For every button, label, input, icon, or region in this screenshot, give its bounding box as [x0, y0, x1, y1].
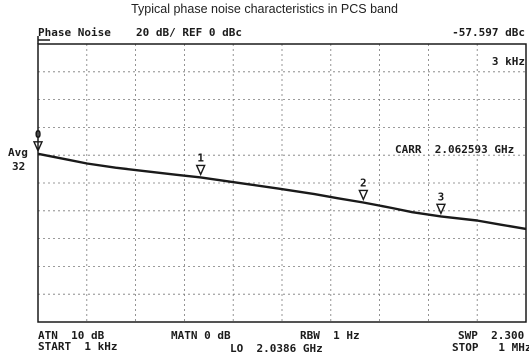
marker-0: 0 [32, 128, 44, 153]
marker-3: 3 [435, 190, 447, 216]
avg-count: 32 [12, 160, 26, 173]
mode-label: Phase Noise [38, 26, 111, 39]
marker-triangle [195, 164, 206, 177]
marker-2: 2 [358, 176, 369, 202]
rbw-readout: RBW 1 Hz [300, 329, 360, 342]
marker-triangle [435, 203, 447, 216]
plot-frame [37, 43, 527, 323]
marker-1: 1 [195, 151, 206, 177]
marker-label: 0 [35, 128, 42, 141]
start-frequency: START 1 kHz [38, 340, 118, 353]
span-readout: 3 kHz [491, 55, 525, 68]
marker-triangle [32, 141, 44, 153]
marker-group: 0 1 2 3 [32, 128, 447, 216]
scale-label: 20 dB/ REF 0 dBc [136, 26, 242, 39]
marker-readout: -57.597 dBc [452, 26, 525, 39]
stop-frequency: STOP 1 MHz [452, 341, 529, 354]
marker-label: 1 [197, 151, 204, 164]
phase-noise-trace [37, 152, 527, 231]
marker-triangle [358, 189, 369, 202]
attenuation-readout: ATN 10 dB [38, 329, 105, 342]
chart-title: Typical phase noise characteristics in P… [131, 2, 398, 16]
marker-label: 2 [360, 176, 367, 189]
marker-label: 3 [438, 190, 445, 203]
lo-frequency: LO 2.0386 GHz [230, 342, 323, 355]
mixer-attenuation: MATN 0 dB [171, 329, 231, 342]
plot-grid [38, 44, 526, 322]
carrier-readout: CARR 2.062593 GHz [395, 143, 515, 156]
avg-label: Avg [8, 146, 28, 159]
reference-bracket-top [37, 36, 50, 44]
sweep-time: SWP 2.300 sec [458, 329, 525, 342]
